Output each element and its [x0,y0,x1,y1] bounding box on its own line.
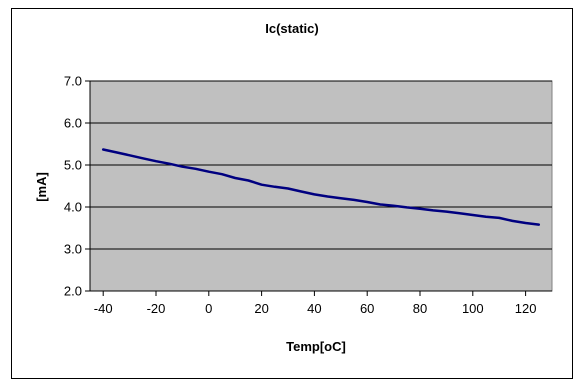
y-tick-label-4: 6.0 [64,116,82,131]
y-tick-label-1: 3.0 [64,242,82,257]
plot-area [89,80,553,292]
axes: 2.0 3.0 4.0 5.0 6.0 7.0 -40 -20 0 20 40 60 80 100 120 [64,74,552,316]
x-tick-label-5: 60 [360,301,374,316]
series-line-0 [101,148,541,226]
x-tick-label-7: 100 [462,301,484,316]
chart-title: Ic(static) [265,21,318,36]
y-tick-label-2: 4.0 [64,200,82,215]
y-tick-label-5: 7.0 [64,74,82,89]
x-tick-label-4: 40 [307,301,321,316]
y-tick-label-0: 2.0 [64,284,82,299]
x-tick-label-6: 80 [413,301,427,316]
y-tick-label-3: 5.0 [64,158,82,173]
series-layer [101,148,541,226]
x-tick-label-3: 20 [254,301,268,316]
x-axis-label: Temp[oC] [286,339,346,354]
x-tick-label-8: 120 [515,301,537,316]
y-axis-label: [mA] [34,172,49,202]
x-tick-label-0: -40 [94,301,113,316]
x-tick-label-2: 0 [205,301,212,316]
x-tick-label-1: -20 [147,301,166,316]
